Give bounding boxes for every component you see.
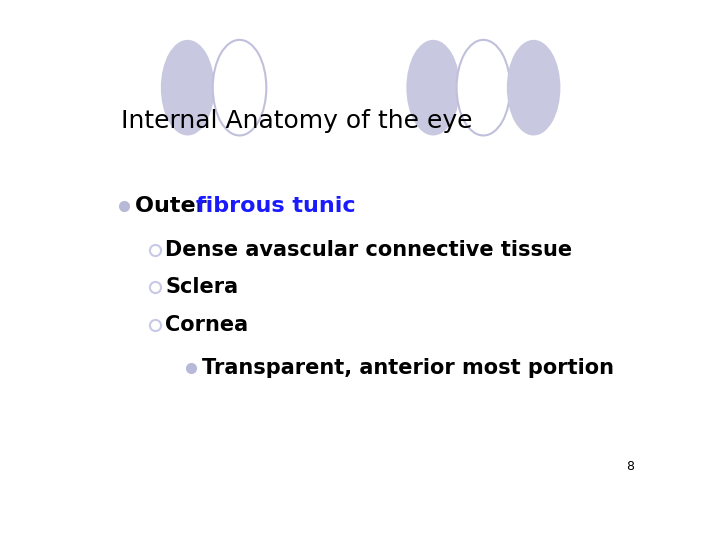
Text: Dense avascular connective tissue: Dense avascular connective tissue <box>166 240 572 260</box>
Text: fibrous tunic: fibrous tunic <box>196 196 356 216</box>
Ellipse shape <box>507 40 560 136</box>
Text: Outer: Outer <box>135 196 214 216</box>
Text: Cornea: Cornea <box>166 315 248 335</box>
Ellipse shape <box>456 40 510 136</box>
Text: 8: 8 <box>626 460 634 473</box>
Text: Internal Anatomy of the eye: Internal Anatomy of the eye <box>121 109 472 133</box>
Ellipse shape <box>406 40 460 136</box>
Text: Sclera: Sclera <box>166 277 238 297</box>
Ellipse shape <box>213 40 266 136</box>
Ellipse shape <box>161 40 215 136</box>
Text: Transparent, anterior most portion: Transparent, anterior most portion <box>202 359 613 379</box>
